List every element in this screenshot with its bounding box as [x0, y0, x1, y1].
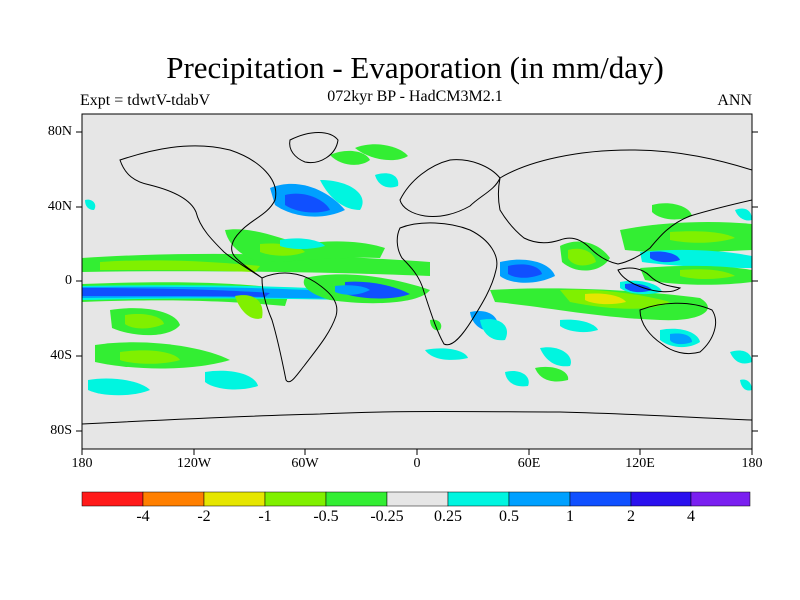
y-ticks [76, 131, 758, 432]
coastline-south-america [261, 272, 338, 383]
field-patch [125, 314, 164, 329]
map-subtitle: 072kyr BP - HadCM3M2.1 [327, 88, 503, 105]
field-patch [375, 173, 399, 188]
y-tick-label: 40S [50, 348, 72, 363]
field-patch [88, 378, 150, 396]
coastline-africa [396, 222, 498, 346]
field-patch [535, 366, 569, 382]
map-title: Precipitation - Evaporation (in mm/day) [166, 50, 664, 85]
y-tick-label: 80S [50, 423, 72, 438]
x-tick-label: 120E [625, 456, 655, 471]
coastline-antarctica [82, 411, 752, 425]
colorbar-label: 0.25 [434, 508, 462, 525]
field-patch [740, 379, 752, 391]
colorbar-label: -4 [136, 508, 150, 525]
field-patch [670, 231, 735, 243]
experiment-label: Expt = tdwtV-tdabV [80, 92, 211, 109]
x-ticks [81, 449, 753, 455]
colorbar-box [142, 491, 205, 507]
season-label: ANN [717, 92, 752, 109]
field-patch [425, 348, 468, 360]
field-patch [730, 350, 752, 364]
field-patch [320, 180, 363, 210]
field-patch [345, 281, 410, 299]
colorbar-box [447, 491, 510, 507]
x-tick-label: 120W [176, 456, 212, 471]
coastline-asia [498, 149, 752, 265]
field-patch [568, 248, 596, 266]
colorbar-box [690, 491, 751, 507]
coastline-greenland [289, 132, 339, 164]
colorbar-label: 0.5 [499, 508, 519, 525]
field-patch [335, 285, 370, 295]
map-field [82, 114, 752, 449]
field-patch [625, 283, 652, 293]
field-patch [82, 253, 430, 276]
field-patch [280, 238, 325, 249]
y-tick-label: 0 [65, 273, 72, 288]
x-tick-label: 180 [741, 456, 763, 471]
field-patch [355, 144, 408, 161]
colorbar-box [508, 491, 571, 507]
colorbar-label: -0.5 [313, 508, 339, 525]
y-tick-label: 40N [47, 199, 72, 214]
x-tick-label: 180 [71, 456, 93, 471]
colorbar-label: -2 [197, 508, 211, 525]
y-tick-label: 80N [47, 124, 72, 139]
colorbar [81, 491, 751, 507]
field-patch [652, 203, 692, 220]
field-patch [235, 295, 263, 319]
colorbar-box [325, 491, 388, 507]
field-patch [508, 264, 542, 278]
coastlines [82, 132, 752, 425]
colorbar-label: -1 [258, 508, 272, 525]
field-patch [82, 288, 270, 297]
coastline-australia [639, 302, 716, 355]
field-patch [480, 319, 508, 341]
coastline-indonesia [617, 267, 682, 293]
colorbar-label: -0.25 [370, 508, 404, 525]
field-patch [120, 350, 180, 364]
colorbar-label: 1 [566, 508, 574, 525]
field-patch [205, 370, 258, 390]
colorbar-label: 4 [687, 508, 695, 525]
colorbar-box [630, 491, 692, 507]
field-patch [85, 199, 96, 210]
field-patch [100, 260, 260, 272]
field-patch [505, 370, 529, 387]
field-patch [330, 150, 370, 165]
x-tick-label: 60W [291, 456, 319, 471]
field-patch [560, 319, 598, 333]
colorbar-box [81, 491, 144, 507]
field-patch [540, 347, 571, 367]
colorbar-box [203, 491, 266, 507]
field-patch [585, 293, 626, 305]
map-background [82, 114, 752, 449]
field-patch [670, 333, 692, 345]
colorbar-box [569, 491, 632, 507]
x-tick-label: 0 [413, 456, 421, 471]
field-patch [680, 269, 735, 279]
colorbar-box [264, 491, 327, 507]
colorbar-label: 2 [627, 508, 635, 525]
coastline-europe [399, 159, 501, 217]
colorbar-box [386, 491, 449, 507]
coastline-north-america [119, 145, 277, 279]
field-patch [285, 193, 330, 213]
field-patch [650, 251, 680, 263]
x-tick-label: 60E [517, 456, 541, 471]
field-patch [735, 208, 752, 221]
